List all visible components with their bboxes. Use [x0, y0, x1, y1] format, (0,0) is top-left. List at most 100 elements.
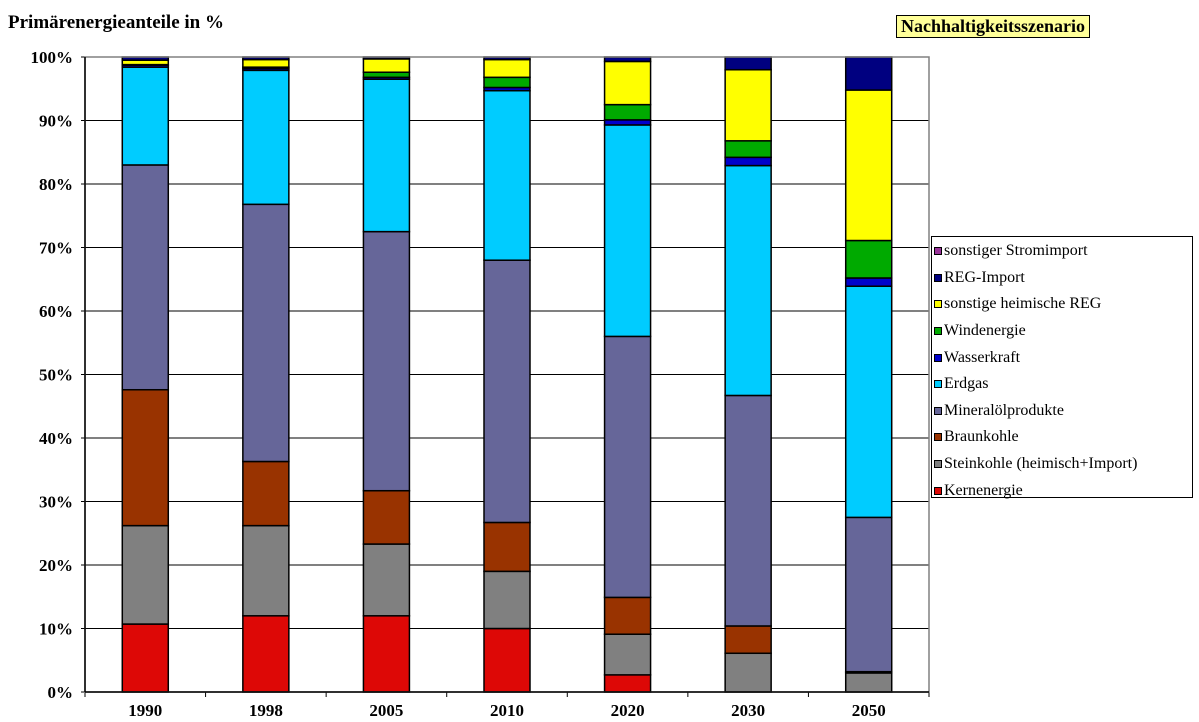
bar-segment	[483, 76, 531, 89]
bar-segment	[603, 674, 652, 693]
bar-segment	[483, 58, 531, 79]
y-tick-label: 90%	[39, 112, 73, 131]
bar-segment	[362, 543, 411, 617]
legend-swatch	[934, 486, 942, 495]
bar-segment	[121, 164, 170, 391]
bar-segment	[242, 69, 290, 206]
legend-item: Braunkohle	[932, 424, 1192, 451]
bar-segment	[242, 203, 290, 463]
y-tick-label: 50%	[39, 366, 73, 385]
bar-segment	[844, 89, 893, 242]
legend-item: Windenergie	[932, 318, 1192, 345]
legend-item: Erdgas	[932, 371, 1192, 398]
legend-label: REG-Import	[944, 268, 1025, 286]
bar-segment	[844, 516, 893, 673]
legend-item: Mineralölprodukte	[932, 398, 1192, 425]
bar-segment	[362, 78, 411, 233]
legend-item: sonstiger Stromimport	[932, 238, 1192, 265]
legend-label: sonstiger Stromimport	[944, 242, 1088, 260]
x-tick-label: 1990	[128, 701, 162, 720]
bar-segment	[844, 56, 893, 91]
bar-segment	[483, 521, 531, 573]
legend-item: sonstige heimische REG	[932, 291, 1192, 318]
bar-segment	[724, 164, 772, 397]
chart-title: Primärenergieanteile in %	[8, 12, 224, 33]
y-tick-label: 40%	[39, 429, 73, 448]
bar-segment	[724, 652, 772, 693]
scenario-badge: Nachhaltigkeitsszenario	[896, 15, 1090, 38]
bar-segment	[242, 615, 290, 693]
legend-label: Erdgas	[944, 375, 989, 393]
bar-segment	[603, 103, 652, 121]
x-tick-label: 2020	[611, 701, 645, 720]
bar-segment	[603, 119, 652, 126]
bar-segment	[603, 124, 652, 338]
bar-segment	[844, 672, 893, 693]
bar-segment	[483, 259, 531, 524]
legend-swatch	[934, 380, 942, 389]
bar-segment	[724, 140, 772, 159]
legend-swatch	[934, 406, 942, 415]
bar-segment	[121, 524, 170, 625]
chart-legend: sonstiger Stromimport REG-Import sonstige …	[931, 236, 1193, 499]
legend-swatch	[934, 433, 942, 442]
bar-segment	[362, 615, 411, 693]
x-tick-label: 2050	[852, 701, 886, 720]
legend-label: Mineralölprodukte	[944, 401, 1064, 419]
bar-segment	[242, 58, 290, 68]
bar-segment	[362, 230, 411, 492]
y-tick-label: 20%	[39, 556, 73, 575]
bar-segment	[483, 627, 531, 693]
legend-swatch	[934, 247, 942, 256]
bar-segment	[603, 60, 652, 106]
bar-segment	[724, 68, 772, 142]
y-tick-label: 0%	[48, 683, 74, 702]
x-tick-label: 2010	[490, 701, 524, 720]
bar-segment	[121, 388, 170, 527]
bar-segment	[121, 623, 170, 693]
x-tick-label: 1998	[249, 701, 283, 720]
legend-swatch	[934, 460, 942, 469]
legend-item: Wasserkraft	[932, 344, 1192, 371]
bar-segment	[724, 394, 772, 627]
bar-segment	[121, 66, 170, 166]
legend-label: sonstige heimische REG	[944, 295, 1102, 313]
bar-segment	[724, 156, 772, 167]
bar-segment	[844, 285, 893, 519]
y-tick-label: 10%	[39, 620, 73, 639]
legend-item: Steinkohle (heimisch+Import)	[932, 451, 1192, 478]
legend-label: Kernenergie	[944, 481, 1023, 499]
x-tick-label: 2005	[369, 701, 403, 720]
bar-segment	[483, 570, 531, 630]
y-tick-label: 100%	[31, 48, 74, 67]
bar-segment	[362, 489, 411, 545]
y-tick-label: 70%	[39, 239, 73, 258]
legend-swatch	[934, 273, 942, 282]
legend-item: REG-Import	[932, 265, 1192, 292]
bar-segment	[362, 71, 411, 79]
bar-segment	[844, 239, 893, 279]
legend-label: Wasserkraft	[944, 348, 1021, 366]
bar-segment	[844, 277, 893, 287]
y-tick-label: 80%	[39, 175, 73, 194]
legend-swatch	[934, 353, 942, 362]
legend-label: Braunkohle	[944, 428, 1019, 446]
bar-segment	[483, 89, 531, 261]
bar-segment	[242, 524, 290, 617]
y-tick-label: 60%	[39, 302, 73, 321]
bar-segment	[362, 58, 411, 73]
y-tick-label: 30%	[39, 493, 73, 512]
legend-swatch	[934, 327, 942, 336]
bar-segment	[603, 633, 652, 676]
bar-segment	[242, 460, 290, 527]
bar-segment	[603, 335, 652, 599]
bar-segment	[724, 625, 772, 655]
legend-swatch	[934, 300, 942, 309]
bar-segment	[603, 596, 652, 635]
x-tick-label: 2030	[731, 701, 765, 720]
legend-item: Kernenergie	[932, 477, 1192, 504]
bar-segment	[724, 56, 772, 71]
legend-label: Windenergie	[944, 322, 1026, 340]
legend-label: Steinkohle (heimisch+Import)	[944, 455, 1138, 473]
